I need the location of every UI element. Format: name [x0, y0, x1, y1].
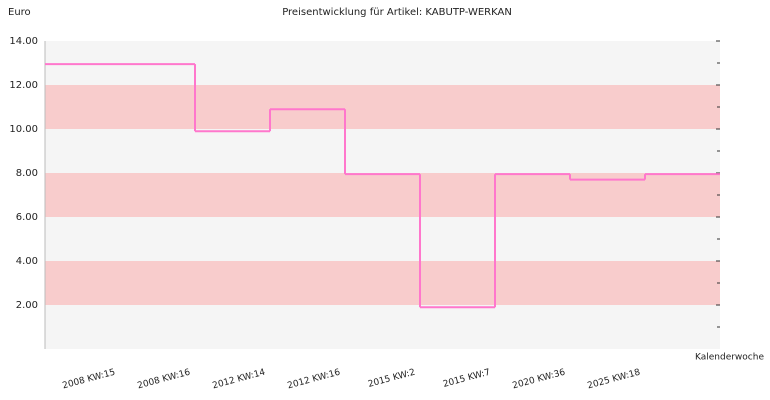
- y-tick-label: 14.00: [9, 36, 38, 47]
- x-tick-label: 2008 KW:16: [136, 368, 191, 392]
- x-tick-label: 2012 KW:14: [211, 368, 266, 392]
- y-tick-label: 12.00: [9, 80, 38, 91]
- chart-title: Preisentwicklung für Artikel: KABUTP-WER…: [282, 7, 512, 18]
- x-tick-label: 2008 KW:15: [61, 368, 116, 392]
- background-band: [45, 217, 720, 261]
- background-band: [45, 261, 720, 305]
- price-line: [45, 63, 720, 309]
- background-band: [45, 305, 720, 349]
- y-tick-label: 2.00: [16, 300, 38, 311]
- x-tick-label: 2020 KW:36: [511, 368, 566, 392]
- x-tick-label: 2015 KW:7: [442, 368, 491, 390]
- y-tick-label: 4.00: [16, 256, 38, 267]
- x-tick-label: 2025 KW:18: [586, 368, 641, 392]
- x-tick-label: 2015 KW:2: [367, 368, 416, 390]
- y-tick-label: 8.00: [16, 168, 38, 179]
- y-tick-label: 10.00: [9, 124, 38, 135]
- background-band: [45, 41, 720, 85]
- y-axis-label: Euro: [8, 7, 31, 18]
- x-tick-label: 2012 KW:16: [286, 368, 341, 392]
- x-axis-label: Kalenderwoche: [695, 353, 764, 363]
- background-band: [45, 85, 720, 129]
- background-band: [45, 129, 720, 173]
- y-tick-label: 6.00: [16, 212, 38, 223]
